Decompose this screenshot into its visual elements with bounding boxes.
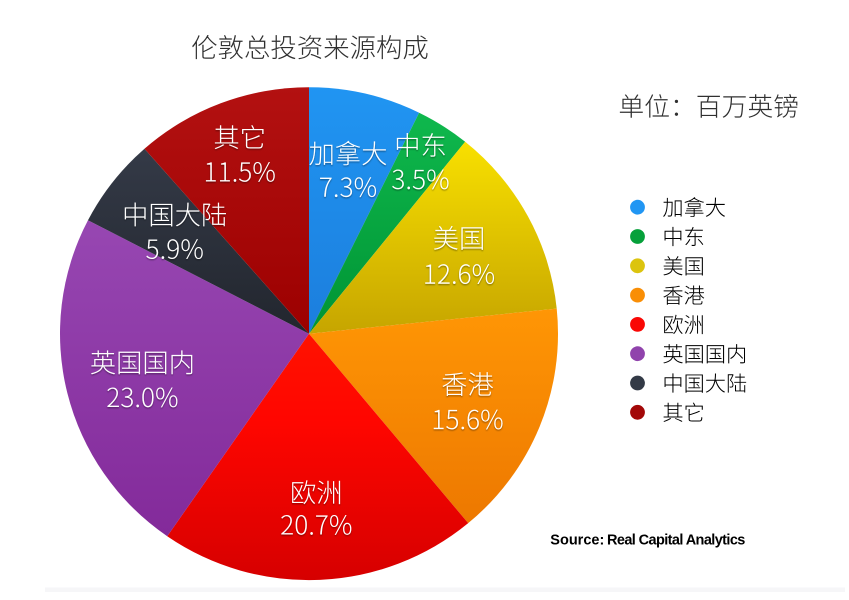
svg-text:Real Capital Analytics: Real Capital Analytics [607,533,745,549]
svg-text:Source:: Source: [550,533,604,549]
